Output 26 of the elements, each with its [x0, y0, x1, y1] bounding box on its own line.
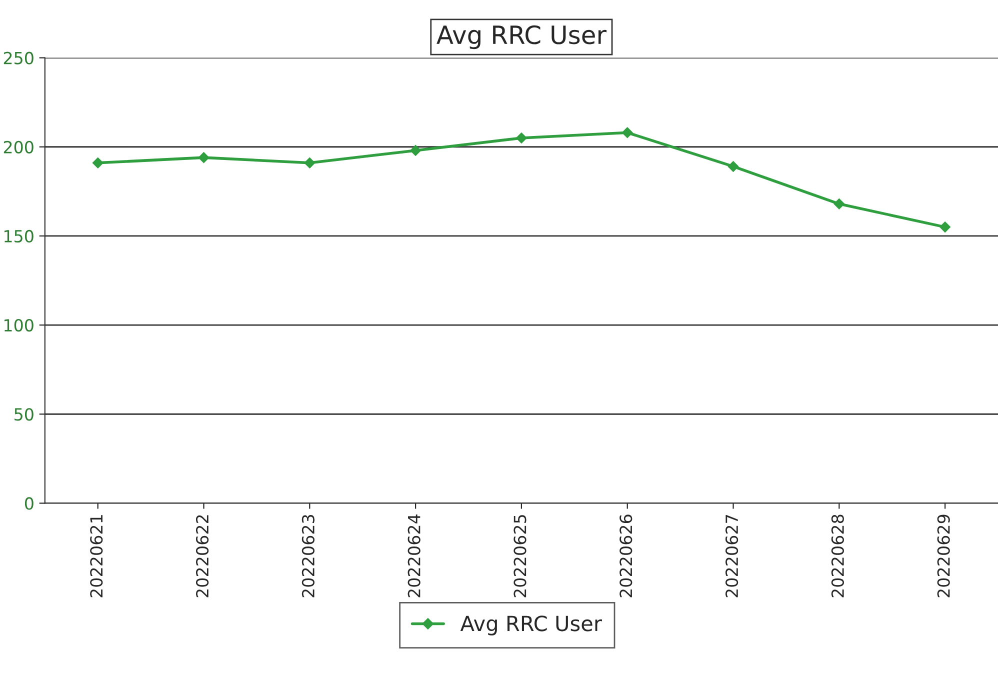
x-tick-label: 20220626	[620, 514, 632, 598]
y-tick-label: 0	[24, 497, 34, 510]
point	[198, 152, 210, 163]
x-tick-label: 20220622	[196, 515, 209, 598]
point	[834, 198, 845, 210]
x-tick-label: 20220625	[514, 515, 526, 598]
x-tick-label: 20220623	[302, 514, 314, 598]
y-tick-label: 250	[4, 52, 34, 64]
legend-label: Avg RRC User	[460, 616, 602, 636]
x-tick-label: 20220628	[831, 514, 844, 598]
point	[728, 161, 739, 172]
point	[516, 132, 527, 144]
y-tick-label: 150	[4, 230, 34, 243]
x-tick-label: 20220624	[408, 514, 420, 598]
point	[304, 157, 316, 168]
x-tick-label: 20220627	[725, 515, 738, 598]
y-tick-label: 200	[4, 140, 34, 154]
y-tick-label: 50	[14, 408, 34, 421]
x-tick-label: 20220629	[937, 514, 950, 598]
x-tick-label: 20220621	[90, 515, 103, 598]
point	[622, 127, 633, 138]
point	[940, 222, 950, 232]
y-tick-label: 100	[4, 319, 34, 332]
point	[92, 157, 104, 168]
chart-title: Avg RRC User	[436, 25, 607, 50]
point	[410, 145, 421, 156]
